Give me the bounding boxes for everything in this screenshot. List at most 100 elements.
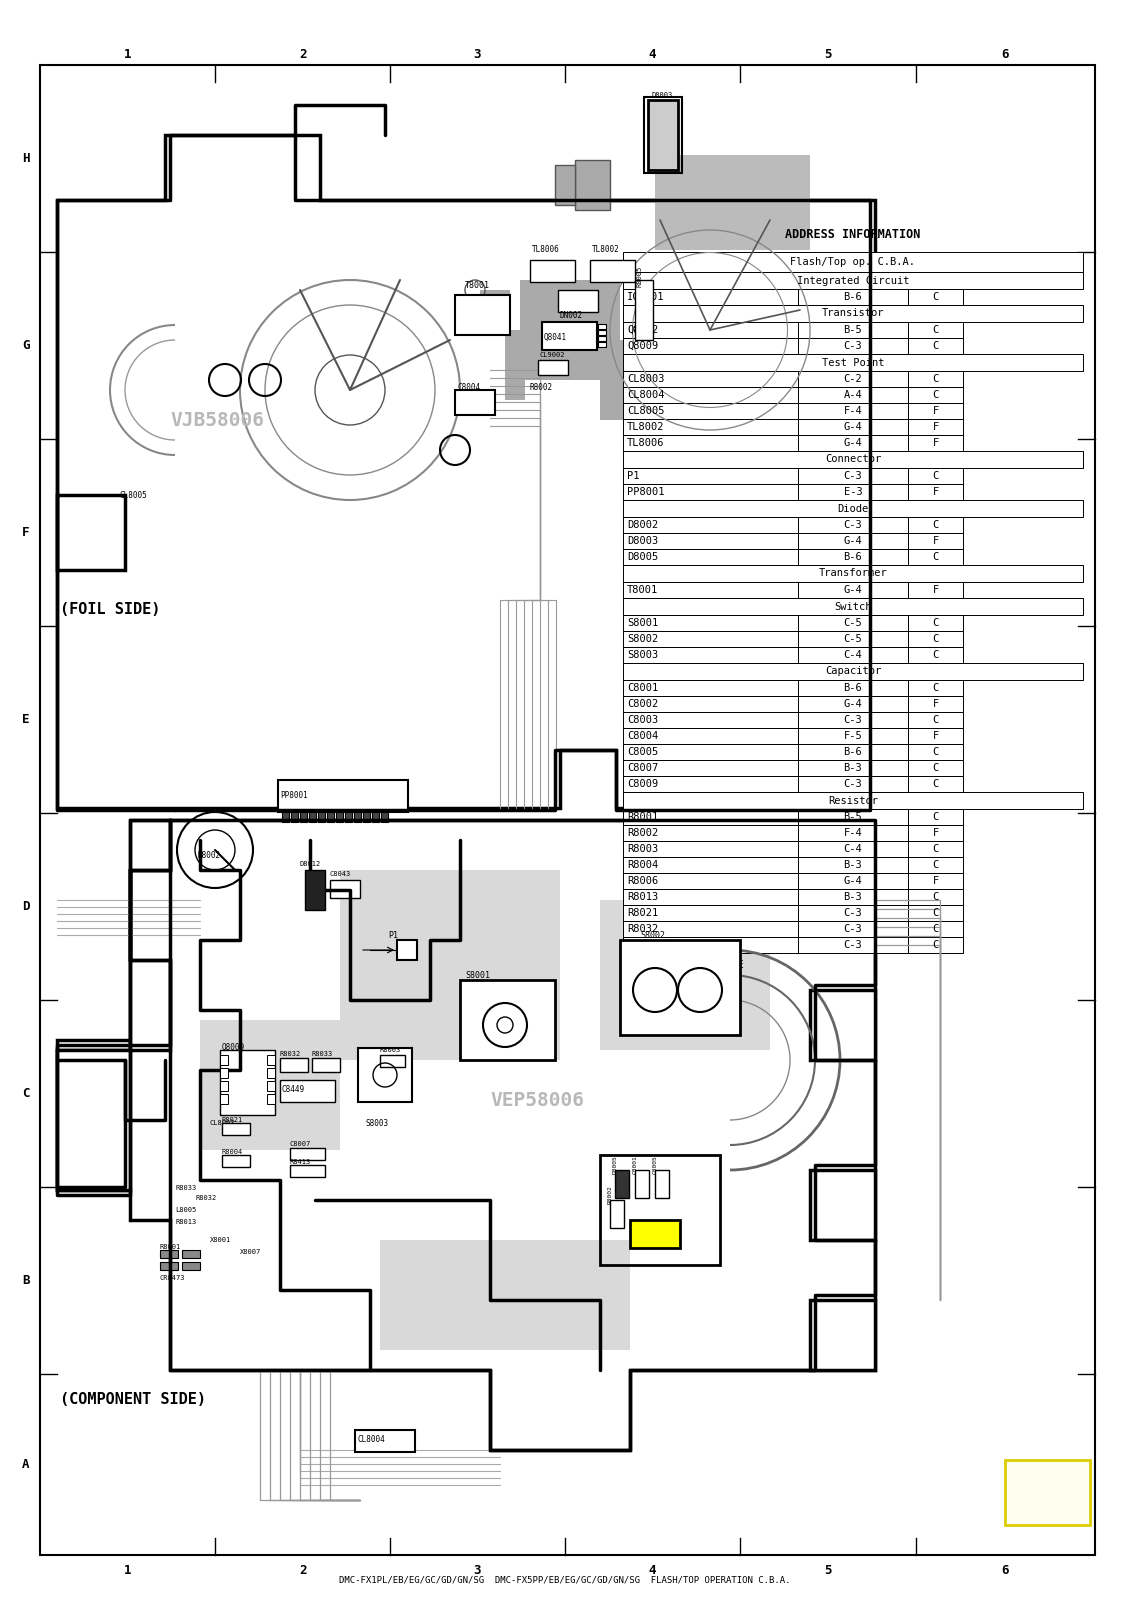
Bar	[634, 1170, 649, 1198]
Polygon shape	[480, 290, 510, 330]
Bar	[623, 680, 798, 696]
Text: C: C	[932, 763, 939, 773]
Text: 5: 5	[824, 48, 831, 61]
Text: F: F	[932, 829, 939, 838]
Bar	[623, 776, 798, 792]
Bar	[538, 360, 568, 374]
Bar	[798, 776, 908, 792]
Bar	[460, 979, 555, 1059]
Bar	[908, 696, 962, 712]
Text: ADDRESS INFORMATION: ADDRESS INFORMATION	[785, 227, 921, 240]
Polygon shape	[601, 899, 770, 1050]
Bar	[280, 1058, 308, 1072]
Bar	[355, 1430, 415, 1453]
Text: C ···COMPONENT SIDE: C ···COMPONENT SIDE	[625, 960, 744, 970]
Text: C8004: C8004	[627, 731, 658, 741]
Text: C8003: C8003	[627, 715, 658, 725]
Text: C: C	[23, 1086, 29, 1101]
Bar	[623, 938, 798, 954]
Text: C-3: C-3	[844, 341, 862, 350]
Bar	[182, 1262, 200, 1270]
Text: C-3: C-3	[844, 909, 862, 918]
Text: C8007: C8007	[290, 1141, 311, 1147]
Text: Resistor: Resistor	[828, 795, 878, 805]
Bar	[798, 483, 908, 499]
Bar	[798, 646, 908, 662]
Bar	[908, 338, 962, 354]
Text: CL8005: CL8005	[120, 491, 148, 499]
Text: Q8009: Q8009	[222, 1043, 245, 1051]
Text: IC8001: IC8001	[627, 291, 665, 302]
Bar	[623, 890, 798, 906]
Bar	[221, 1069, 228, 1078]
Text: Flash/Top op. C.B.A.: Flash/Top op. C.B.A.	[791, 258, 915, 267]
Bar	[798, 826, 908, 842]
Bar	[330, 880, 360, 898]
Bar	[623, 598, 1083, 614]
Text: B-3: B-3	[844, 861, 862, 870]
Text: R8004: R8004	[627, 861, 658, 870]
Bar	[908, 533, 962, 549]
Bar	[623, 451, 1083, 467]
Bar	[601, 1155, 720, 1266]
Text: C-3: C-3	[844, 939, 862, 950]
Bar	[455, 390, 495, 414]
Text: R8001: R8001	[159, 1245, 181, 1250]
Text: C: C	[932, 845, 939, 854]
Bar	[908, 842, 962, 858]
Bar	[327, 813, 334, 822]
Text: F-4: F-4	[844, 829, 862, 838]
Text: F: F	[932, 422, 939, 432]
Circle shape	[677, 968, 722, 1013]
Text: C8005: C8005	[653, 1155, 658, 1174]
Text: S8003: S8003	[627, 650, 658, 659]
Circle shape	[176, 813, 253, 888]
Text: 3: 3	[474, 1563, 482, 1576]
Text: D: D	[23, 899, 29, 914]
Text: C-3: C-3	[844, 925, 862, 934]
Text: R8004: R8004	[222, 1149, 243, 1155]
Bar	[455, 294, 510, 334]
Text: B-3: B-3	[844, 763, 862, 773]
Bar	[221, 1094, 228, 1104]
Bar	[267, 1069, 275, 1078]
Bar	[623, 826, 798, 842]
Bar	[159, 1262, 178, 1270]
Text: R8032: R8032	[280, 1051, 301, 1058]
Bar	[798, 696, 908, 712]
Bar	[908, 322, 962, 338]
Bar	[623, 712, 798, 728]
Text: X8007: X8007	[240, 1250, 261, 1254]
Text: Capacitor: Capacitor	[824, 667, 881, 677]
Bar	[623, 251, 1083, 272]
Text: R8003: R8003	[380, 1046, 402, 1053]
Text: C: C	[932, 291, 939, 302]
Bar	[798, 387, 908, 403]
Bar	[798, 338, 908, 354]
Text: C: C	[932, 893, 939, 902]
Bar	[336, 813, 343, 822]
Text: CL8004: CL8004	[357, 1435, 385, 1445]
Bar	[623, 760, 798, 776]
Bar	[290, 1165, 325, 1178]
Circle shape	[483, 1003, 527, 1046]
Bar	[623, 306, 1083, 322]
Bar	[798, 906, 908, 922]
Text: DN002: DN002	[560, 312, 584, 320]
Bar	[798, 938, 908, 954]
Bar	[798, 728, 908, 744]
Bar	[908, 646, 962, 662]
Text: F: F	[932, 699, 939, 709]
Text: D8002: D8002	[627, 520, 658, 530]
Bar	[590, 259, 634, 282]
Bar	[908, 435, 962, 451]
Text: C: C	[932, 939, 939, 950]
Text: G: G	[23, 339, 29, 352]
Bar	[623, 874, 798, 890]
Bar	[623, 842, 798, 858]
Bar	[623, 662, 1083, 680]
Bar	[655, 1170, 670, 1198]
Text: M8002: M8002	[198, 851, 222, 859]
Bar	[309, 813, 316, 822]
Bar	[798, 890, 908, 906]
